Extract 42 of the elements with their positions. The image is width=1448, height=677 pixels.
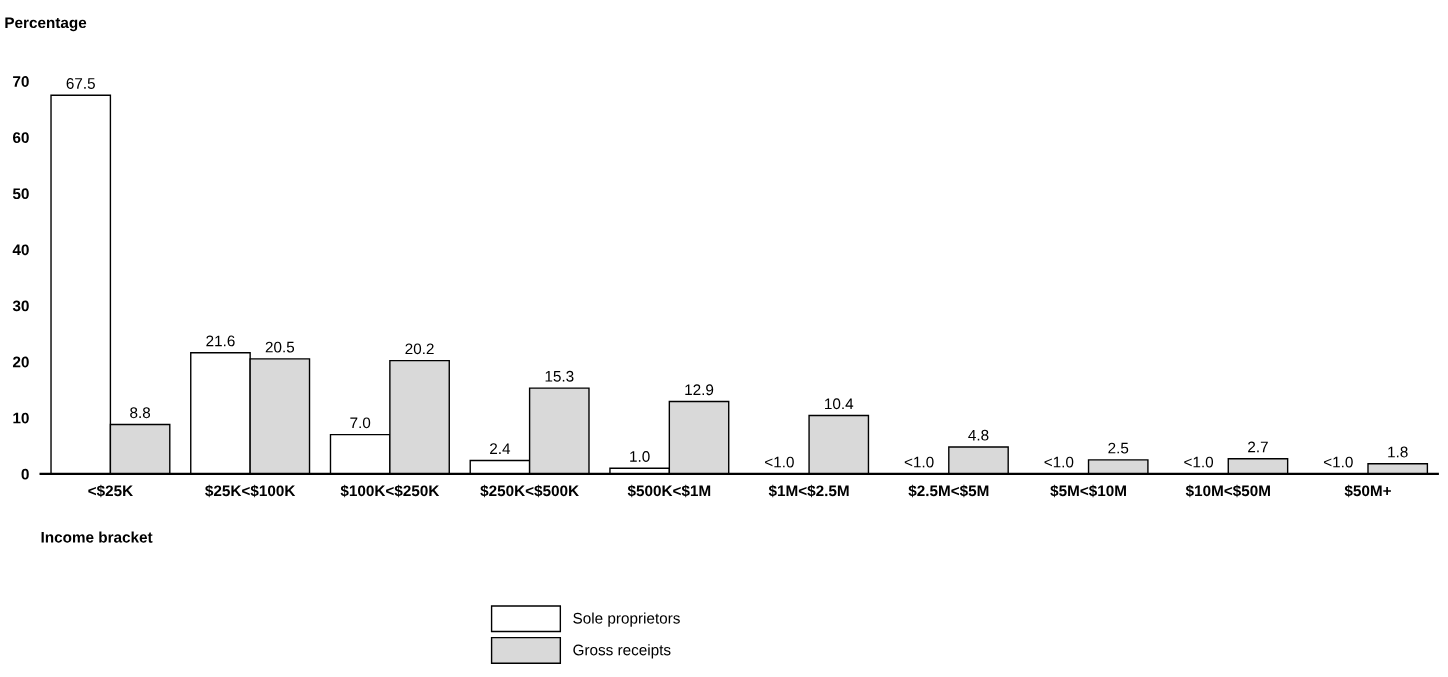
data-label: 10.4: [825, 398, 854, 410]
y-tick-label: 10: [13, 412, 29, 424]
y-tick-label: 60: [13, 132, 29, 144]
y-tick-label: 70: [13, 76, 29, 87]
x-axis-title: Income bracket: [41, 531, 153, 543]
text: <1.0: [904, 456, 934, 468]
x-tick-label: $500K<$1M: [627, 484, 711, 498]
data-label: 7.0: [350, 417, 371, 429]
data-label: 2.7: [1248, 441, 1268, 453]
y-tick-label: 40: [12, 244, 29, 256]
data-label: 2.5: [1108, 442, 1129, 454]
x-tick-label: $1M<$2.5M: [768, 484, 849, 498]
data-label: 67.5: [66, 78, 95, 89]
data-label: 8.8: [130, 407, 151, 419]
text: <1.0: [1044, 456, 1074, 468]
x-tick-label: $250K<$500K: [480, 484, 579, 498]
y-tick-label: 50: [12, 188, 29, 200]
data-label: 2.4: [490, 443, 511, 454]
x-tick-label: $50M+: [1344, 484, 1391, 498]
x-tick-label: <$25K: [88, 484, 133, 498]
data-label: 20.2: [405, 343, 434, 355]
x-tick-label: $5M<$10M: [1050, 484, 1126, 498]
data-label: 1.0: [630, 451, 650, 462]
y-tick-label: 20: [12, 356, 29, 368]
y-tick-label: 0: [21, 468, 29, 480]
x-tick-label: $100K<$250K: [340, 484, 440, 498]
x-tick-label: $25K<$100K: [205, 484, 296, 498]
legend-label: Sole proprietors: [573, 612, 680, 627]
text: <1.0: [765, 456, 794, 468]
y-axis-title: Percentage: [5, 17, 87, 32]
data-label: 20.5: [265, 341, 295, 353]
legend-label: Gross receipts: [573, 644, 671, 659]
data-label: 4.8: [968, 429, 989, 441]
x-tick-label: $10M<$50M: [1185, 484, 1270, 498]
text: <1.0: [1184, 456, 1214, 468]
y-tick-label: 30: [12, 300, 29, 312]
data-label: 12.9: [685, 384, 714, 396]
text: <1.0: [1323, 456, 1353, 468]
data-label: 21.6: [206, 335, 235, 347]
data-label: 1.8: [1388, 446, 1408, 458]
data-label: 15.3: [545, 370, 574, 382]
x-tick-label: $2.5M<$5M: [908, 484, 989, 498]
